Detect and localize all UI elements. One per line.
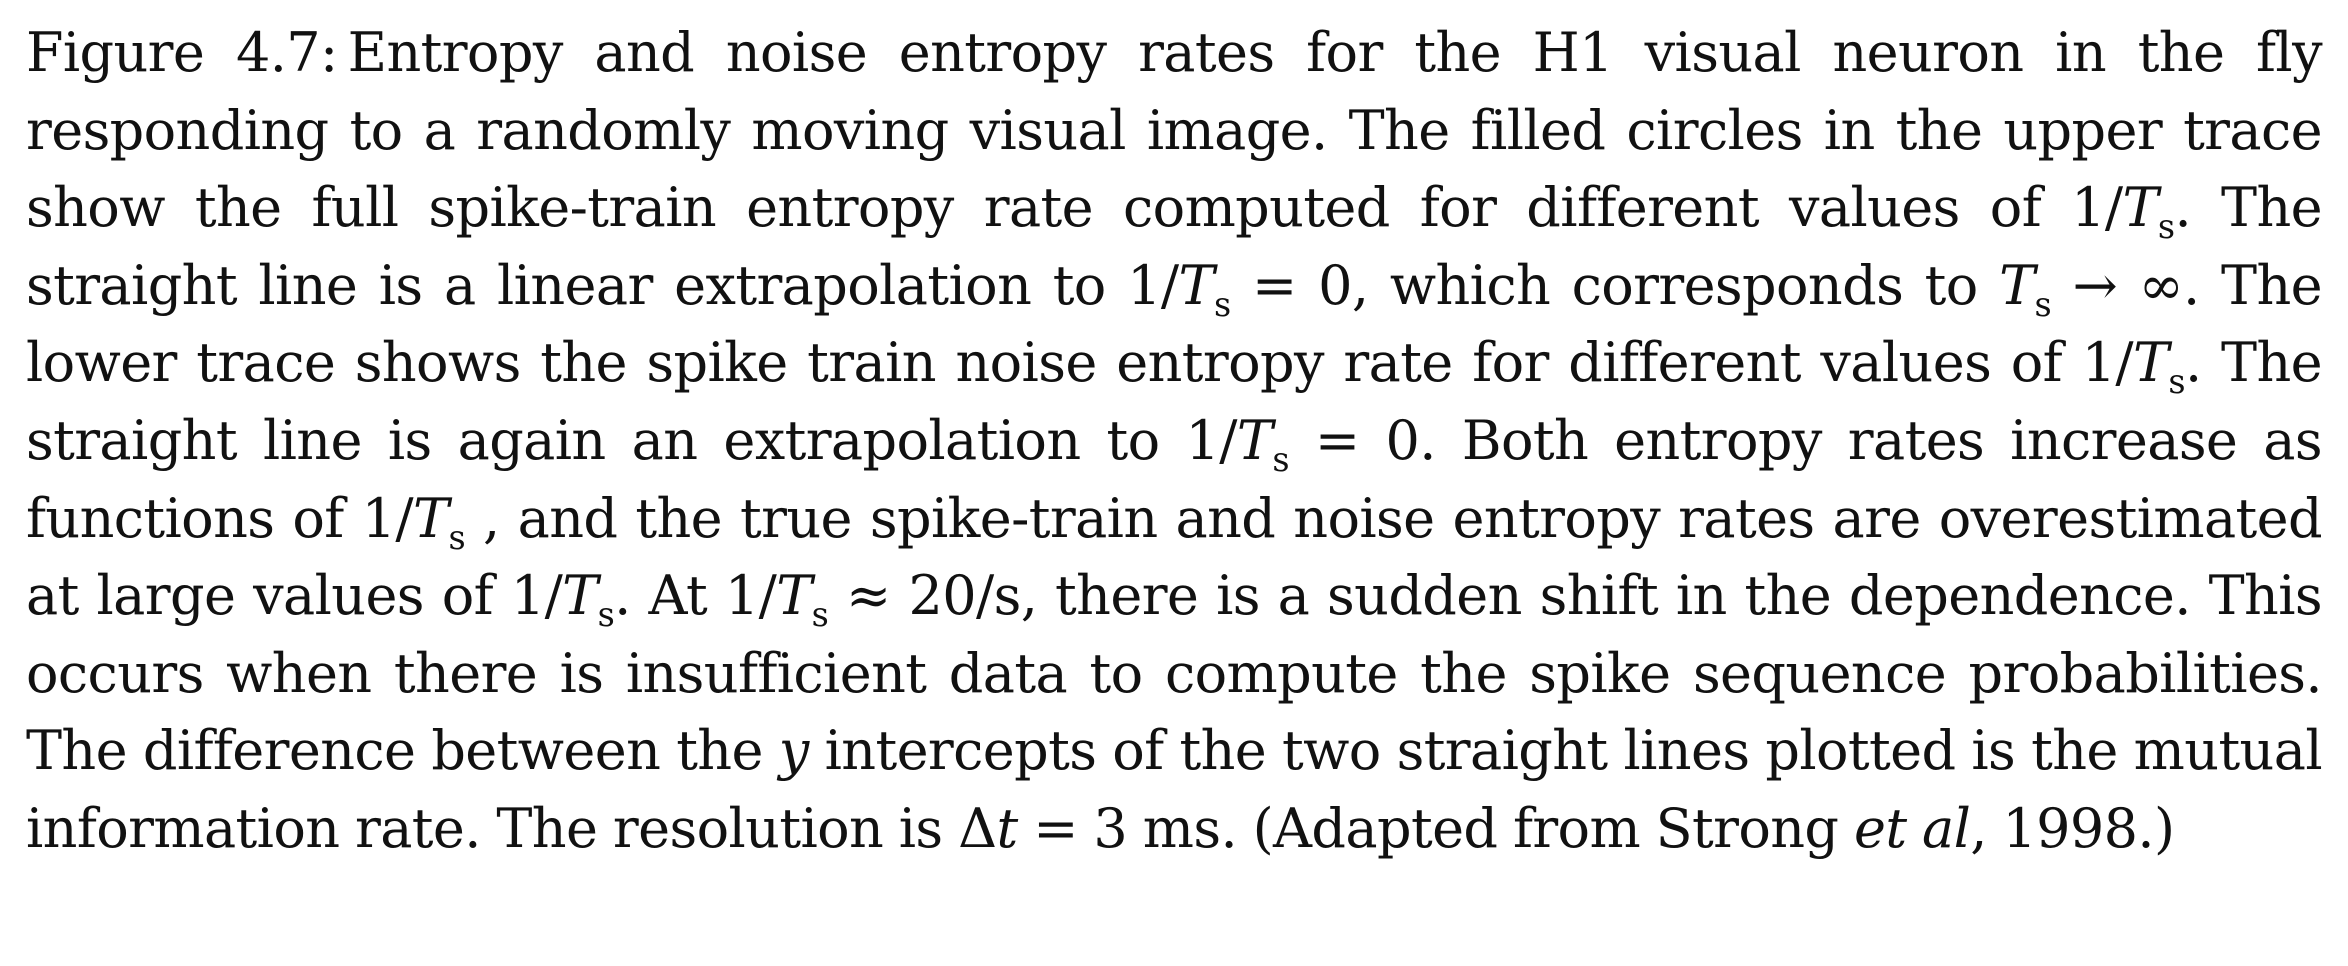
caption-segment: → ∞. The lower trace shows the spike tra… <box>26 253 2323 395</box>
math-subscript: s <box>2034 284 2052 324</box>
caption-segment: . At 1/ <box>614 564 777 628</box>
math-symbol: T <box>1236 408 1273 472</box>
caption-segment: . The straight line is again an extrapol… <box>26 331 2323 472</box>
math-symbol: et al <box>1853 796 1971 860</box>
math-symbol: T <box>2132 331 2169 395</box>
math-subscript: s <box>597 594 615 634</box>
figure-label: Figure 4.7: <box>26 21 338 84</box>
math-symbol: T <box>1178 253 1215 317</box>
caption-segment: = 0, which corresponds to <box>1230 253 2000 317</box>
caption-segment: = 0. Both entropy rates increase as func… <box>26 408 2323 550</box>
math-symbol: T <box>413 486 449 550</box>
math-symbol: T <box>2122 176 2158 240</box>
math-subscript: s <box>448 517 466 557</box>
caption-segment: , 1998.) <box>1970 796 2175 860</box>
caption-segment: ≈ 20/s, there is a sudden shift in the d… <box>26 564 2323 783</box>
math-subscript: s <box>1272 439 1289 479</box>
math-subscript: s <box>2168 362 2185 402</box>
caption-text: Entropy and noise entropy rates for the … <box>26 21 2323 860</box>
caption-segment: , and the true spike-train and noise ent… <box>26 486 2323 628</box>
math-symbol: T <box>776 564 812 628</box>
caption-segment: intercepts of the two straight lines plo… <box>26 719 2323 860</box>
figure-caption: Figure 4.7: Entropy and noise entropy rat… <box>26 14 2323 868</box>
math-symbol: T <box>562 564 598 628</box>
math-symbol: t <box>996 796 1019 860</box>
math-symbol: T <box>1999 253 2035 317</box>
math-subscript: s <box>1213 284 1231 324</box>
caption-segment: = 3 ms. (Adapted from Strong <box>1017 796 1854 860</box>
math-subscript: s <box>811 594 829 634</box>
caption-segment: . The straight line is a linear extrapol… <box>26 176 2323 317</box>
caption-segment: Entropy and noise entropy rates for the … <box>26 21 2323 240</box>
math-symbol: y <box>778 719 810 783</box>
math-subscript: s <box>2157 206 2175 246</box>
